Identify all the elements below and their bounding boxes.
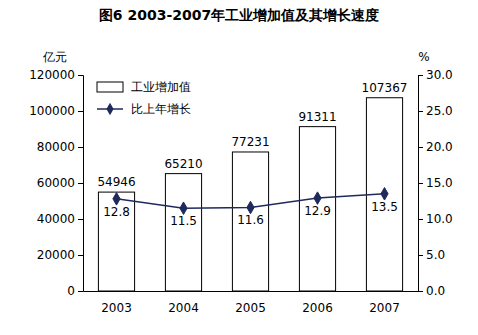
legend-label: 工业增加值 (131, 80, 191, 94)
title: 图6 2003-2007年工业增加值及其增长速度 (99, 7, 379, 23)
legend-label: 比上年增长 (131, 102, 191, 116)
legend-swatch (97, 82, 123, 92)
y2-tick-label: 15.0 (426, 176, 453, 190)
y2-tick-mark (418, 75, 423, 76)
y2-axis-title: % (418, 50, 429, 64)
y2-tick: 5.0 (418, 248, 445, 262)
y-tick-label: 20000 (37, 248, 75, 262)
y2-tick-label: 20.0 (426, 140, 453, 154)
line-marker (113, 193, 120, 205)
x-axis-line (84, 291, 419, 292)
legend-item: 比上年增长 (97, 102, 191, 116)
y2-tick-mark (418, 111, 423, 112)
y-tick: 40000 (37, 212, 83, 226)
x-tick: 2006 (302, 301, 333, 315)
line-marker (381, 188, 388, 200)
y-tick-mark (78, 183, 83, 184)
x-tick-label: 2004 (168, 301, 199, 315)
x-tick-label: 2005 (235, 301, 266, 315)
y2-tick: 30.0 (418, 68, 453, 82)
x-tick: 2003 (101, 301, 132, 315)
x-tick: 2007 (369, 301, 400, 315)
y-tick-label: 60000 (37, 176, 75, 190)
x-axis: 2003 2004 2005 2006 2007 (84, 292, 419, 315)
y2-tick: 10.0 (418, 212, 453, 226)
y-axis-line (78, 76, 84, 292)
y2-tick-mark (418, 183, 423, 184)
y-tick-mark (78, 219, 83, 220)
line-marker (247, 201, 254, 213)
y-tick-mark (78, 147, 83, 148)
y-tick: 60000 (37, 176, 83, 190)
legend-marker (106, 103, 113, 115)
data-labels: 54946 65210 77231 91311 107367 12.8 11.5 11.6 12… (97, 81, 407, 228)
y-axis-title: 亿元 (42, 50, 67, 64)
chart: 图6 2003-2007年工业增加值及其增长速度 0 20000 40000 60000… (0, 0, 478, 335)
line-marker (180, 202, 187, 214)
legend: 工业增加值比上年增长 (97, 80, 191, 116)
bar-label: 65210 (164, 157, 202, 171)
y2-tick-label: 10.0 (426, 212, 453, 226)
x-tick-label: 2003 (101, 301, 132, 315)
bar-label: 91311 (298, 110, 336, 124)
y2-tick: 25.0 (418, 104, 453, 118)
y-tick: 20000 (37, 248, 83, 262)
x-tick-label: 2006 (302, 301, 333, 315)
line-label: 11.6 (237, 213, 264, 227)
line-label: 13.5 (371, 200, 398, 214)
y2-tick-mark (418, 219, 423, 220)
y-tick-label: 120000 (29, 68, 75, 82)
y-tick-mark (78, 75, 83, 76)
y2-tick-label: 25.0 (426, 104, 453, 118)
bar-label: 77231 (231, 135, 269, 149)
bar (165, 174, 201, 291)
x-tick-label: 2007 (369, 301, 400, 315)
line-marker (314, 192, 321, 204)
legend-item: 工业增加值 (97, 80, 191, 94)
y-tick-mark (78, 291, 83, 292)
line-label: 12.9 (304, 204, 331, 218)
y-tick-label: 80000 (37, 140, 75, 154)
y2-tick: 15.0 (418, 176, 453, 190)
y2-tick-mark (418, 147, 423, 148)
x-tick: 2004 (168, 301, 199, 315)
y2-tick-label: 30.0 (426, 68, 453, 82)
bar (98, 192, 134, 291)
y-tick: 80000 (37, 140, 83, 154)
y-tick-label: 0 (67, 284, 75, 298)
y2-tick-label: 0.0 (426, 284, 445, 298)
y2-tick: 20.0 (418, 140, 453, 154)
bar (232, 152, 268, 291)
y-tick-mark (78, 111, 83, 112)
plot: 0 20000 40000 60000 80000 100000 120000 0.0 5.0 1… (29, 68, 453, 314)
line-label: 12.8 (103, 205, 130, 219)
y2-axis-line (419, 76, 424, 292)
y-axis: 0 20000 40000 60000 80000 100000 120000 (29, 68, 83, 298)
y-tick: 100000 (29, 104, 83, 118)
bar (299, 127, 335, 291)
y2-axis: 0.0 5.0 10.0 15.0 20.0 25.0 30.0 (418, 68, 453, 298)
y-tick-label: 100000 (29, 104, 75, 118)
line-label: 11.5 (170, 214, 197, 228)
y2-tick-label: 5.0 (426, 248, 445, 262)
y2-tick-mark (418, 291, 423, 292)
y-tick: 0 (67, 284, 83, 298)
y2-tick-mark (418, 255, 423, 256)
y-tick: 120000 (29, 68, 83, 82)
x-tick: 2005 (235, 301, 266, 315)
marks (98, 98, 402, 291)
y-tick-label: 40000 (37, 212, 75, 226)
bar-label: 54946 (97, 175, 135, 189)
bar-label: 107367 (362, 81, 408, 95)
y-tick-mark (78, 255, 83, 256)
y2-tick: 0.0 (418, 284, 445, 298)
